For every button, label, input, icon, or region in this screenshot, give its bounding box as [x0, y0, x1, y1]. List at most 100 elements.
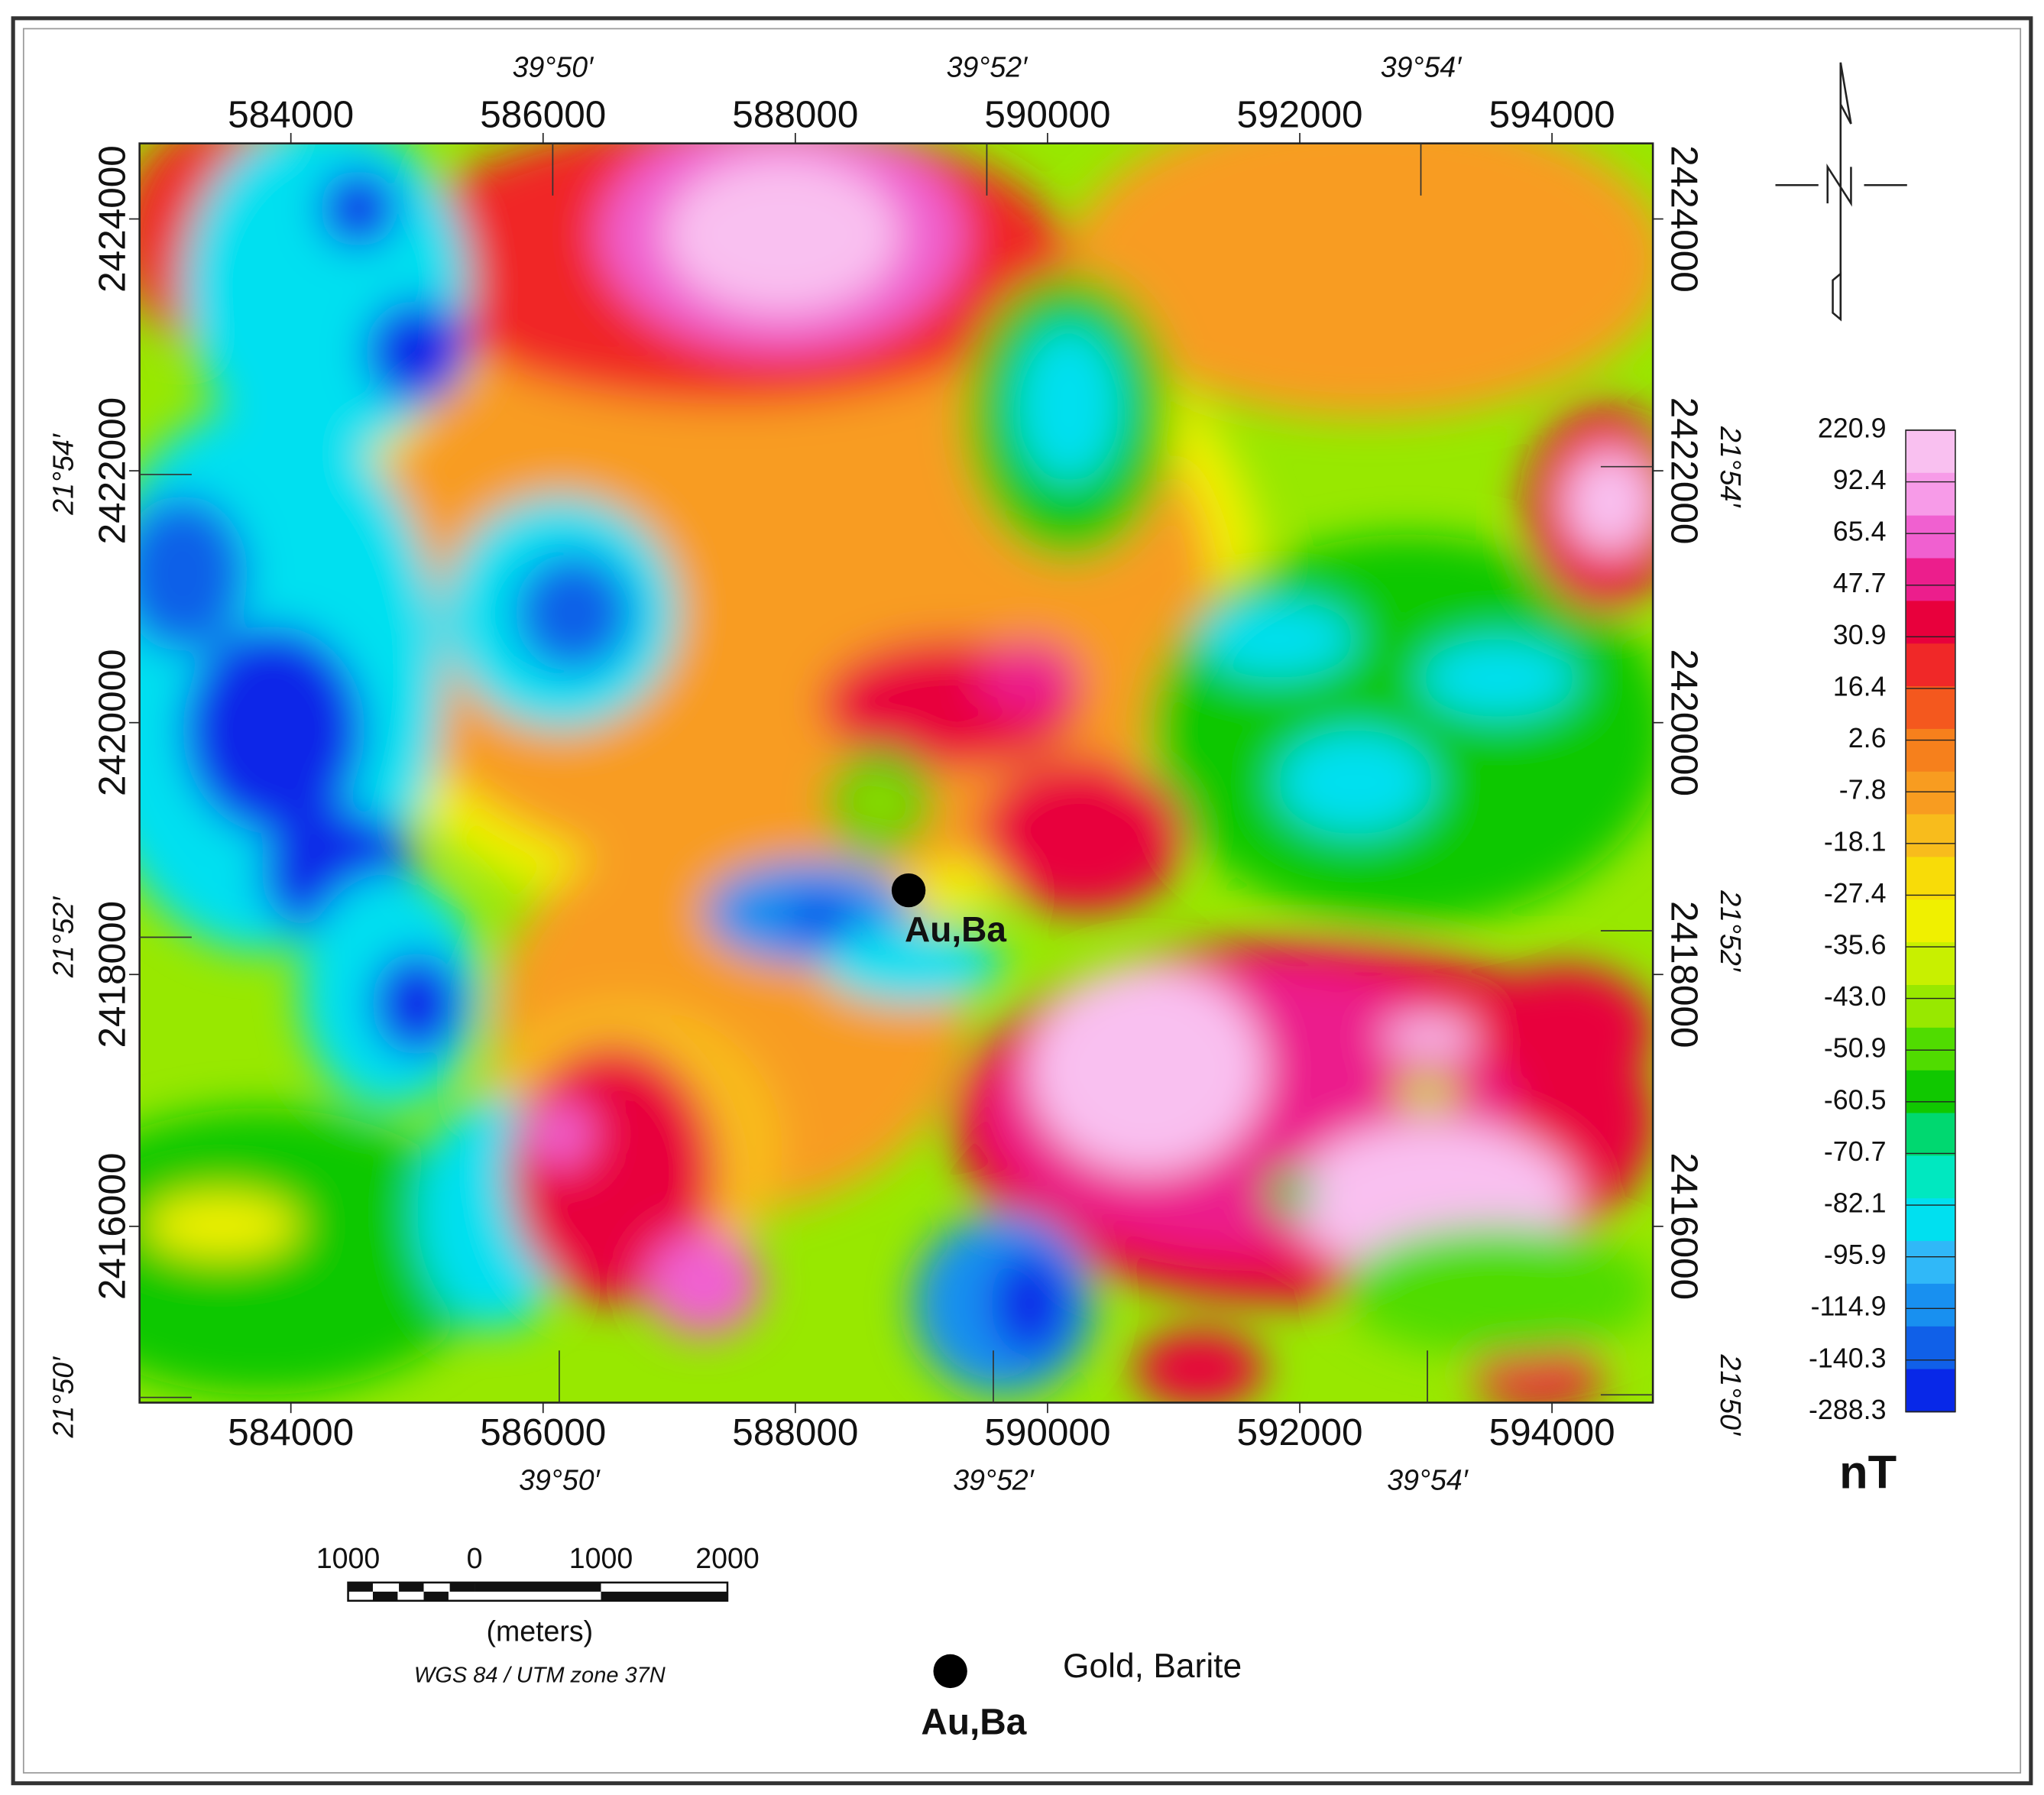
field-blob	[860, 782, 900, 821]
colorbar-label: 2.6	[1848, 723, 1887, 753]
scale-label: 1000	[316, 1542, 380, 1574]
colorbar-band	[1906, 1113, 1955, 1157]
y-tick-label: 2416000	[91, 1153, 133, 1301]
colorbar-band	[1906, 728, 1955, 773]
colorbar-band	[1906, 771, 1955, 815]
field-blob	[364, 300, 470, 404]
field-blob	[1199, 599, 1356, 679]
latitude-label: 21°50′	[47, 1356, 79, 1438]
site-label: Au,Ba	[905, 909, 1006, 949]
field-blob	[1267, 1169, 1314, 1217]
colorbar-band	[1906, 857, 1955, 901]
field-blob	[1016, 326, 1122, 483]
colorbar-band	[1906, 472, 1955, 517]
colorbar-label: 47.7	[1833, 568, 1887, 598]
scale-label: 2000	[695, 1542, 759, 1574]
colorbar-band	[1906, 1369, 1955, 1413]
colorbar-band	[1906, 643, 1955, 687]
scale-unit: (meters)	[487, 1615, 594, 1647]
legend-text: Gold, Barite	[1063, 1648, 1242, 1685]
colorbar-band	[1906, 814, 1955, 858]
field-blob	[1472, 1343, 1604, 1403]
x-tick-label: 592000	[1236, 94, 1362, 136]
colorbar-label: -114.9	[1811, 1291, 1887, 1322]
x-tick-label: 584000	[228, 94, 354, 136]
field-blob	[182, 625, 365, 834]
field-blob	[139, 1108, 496, 1395]
field-blob	[1029, 964, 1265, 1174]
field-blob	[182, 143, 470, 456]
field-blob	[1343, 1225, 1654, 1356]
colorbar-label: -82.1	[1824, 1188, 1887, 1219]
field-blob	[1564, 449, 1654, 554]
colorbar-band	[1906, 1326, 1955, 1370]
colorbar-label: 30.9	[1833, 620, 1887, 650]
longitude-label: 39°54′	[1387, 1463, 1469, 1495]
colorbar-band	[1906, 1027, 1955, 1071]
projection: WGS 84 / UTM zone 37N	[414, 1663, 666, 1687]
colorbar-label: -50.9	[1824, 1033, 1887, 1064]
colorbar-label: -70.7	[1824, 1136, 1887, 1167]
x-tick-label: 586000	[480, 1411, 606, 1453]
colorbar-label: -27.4	[1824, 878, 1887, 909]
field-blob	[514, 554, 633, 672]
colorbar-band	[1906, 942, 1955, 986]
field-blob	[1420, 638, 1578, 718]
x-tick-label: 590000	[984, 1411, 1110, 1453]
colorbar-band	[1906, 1070, 1955, 1114]
y-tick-label: 2416000	[1663, 1153, 1705, 1301]
field-blob	[665, 156, 900, 313]
latitude-label: 21°52′	[47, 896, 79, 978]
map-frame	[138, 142, 1654, 1404]
outer-border	[11, 16, 2033, 1786]
latitude-label: 21°52′	[1715, 889, 1747, 972]
colorbar-band	[1906, 1283, 1955, 1327]
field-blob	[977, 756, 1187, 913]
magnetic-field	[139, 143, 1654, 1403]
field-blob	[139, 495, 248, 652]
y-tick-label: 2418000	[1663, 901, 1705, 1048]
field-blob	[1277, 730, 1434, 834]
colorbar-label: -140.3	[1809, 1343, 1887, 1373]
colorbar-band	[1906, 558, 1955, 602]
field-blob	[1395, 1077, 1460, 1108]
x-tick-label: 594000	[1489, 1411, 1615, 1453]
longitude-label: 39°50′	[513, 50, 594, 83]
colorbar-label: -35.6	[1824, 929, 1887, 960]
colorbar-label: -60.5	[1824, 1084, 1887, 1115]
x-tick-label: 592000	[1236, 1411, 1362, 1453]
colorbar-band	[1906, 1241, 1955, 1285]
field-blob	[527, 1101, 594, 1167]
colorbar-label: -18.1	[1824, 826, 1887, 857]
scale-label: 1000	[569, 1542, 633, 1574]
x-tick-label: 588000	[732, 1411, 858, 1453]
longitude-label: 39°50′	[519, 1463, 601, 1495]
colorbar-band	[1906, 601, 1955, 645]
y-tick-label: 2420000	[1663, 649, 1705, 796]
colorbar-label: -43.0	[1824, 981, 1887, 1012]
field-blob	[1382, 1016, 1486, 1056]
y-tick-label: 2418000	[91, 901, 133, 1048]
colorbar-label: -288.3	[1809, 1395, 1887, 1425]
field-blob	[1134, 1330, 1265, 1403]
colorbar-label: 65.4	[1833, 517, 1887, 547]
field-blob	[990, 1251, 1069, 1356]
field-blob	[977, 638, 1082, 718]
field-blob	[1472, 964, 1654, 1095]
colorbar-band	[1906, 1155, 1955, 1200]
y-tick-label: 2424000	[91, 145, 133, 293]
north-arrow	[1775, 62, 1907, 322]
field-blobs	[139, 143, 1654, 1403]
scale-bar	[347, 1581, 729, 1602]
colorbar-label: 92.4	[1833, 465, 1887, 495]
field-blob	[1069, 143, 1654, 417]
y-tick-label: 2424000	[1663, 145, 1705, 293]
colorbar-label: -7.8	[1839, 775, 1887, 805]
colorbar-band	[1906, 515, 1955, 559]
colorbar-band	[1906, 686, 1955, 730]
x-tick-label: 588000	[732, 94, 858, 136]
scale-label: 0	[467, 1542, 483, 1574]
latitude-label: 21°50′	[1715, 1354, 1747, 1437]
colorbar-band	[1906, 984, 1955, 1029]
